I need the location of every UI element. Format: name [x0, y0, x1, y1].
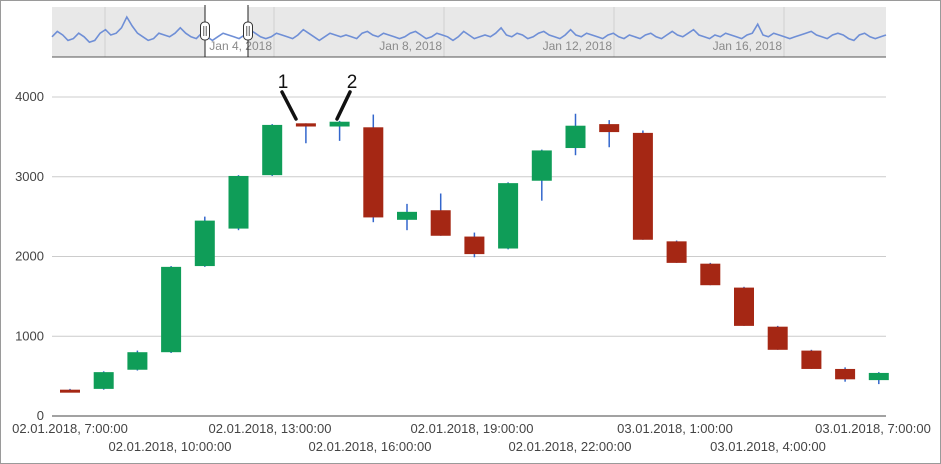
- candle: [801, 349, 822, 369]
- range-handle-left[interactable]: [200, 5, 210, 57]
- y-tick-label: 3000: [15, 169, 44, 184]
- candle-body-down: [835, 368, 856, 380]
- candle: [767, 325, 788, 350]
- annotation-pointer: [335, 90, 352, 121]
- x-tick-label: 02.01.2018, 13:00:00: [209, 421, 332, 436]
- candle-body-up: [498, 183, 519, 249]
- candle: [329, 120, 350, 141]
- x-tick-label: 02.01.2018, 22:00:00: [509, 439, 632, 454]
- candle: [734, 286, 754, 326]
- candle-body-down: [430, 210, 451, 236]
- candle: [599, 120, 620, 148]
- grid: [52, 96, 886, 337]
- candle-body-down: [60, 389, 80, 393]
- candle: [127, 350, 148, 371]
- annotation-2: 2: [335, 72, 358, 121]
- x-tick-label: 02.01.2018, 10:00:00: [109, 439, 232, 454]
- candle-body-down: [363, 127, 384, 218]
- range-handle-grip[interactable]: [200, 21, 210, 41]
- x-tick-label: 03.01.2018, 7:00:00: [815, 421, 931, 436]
- candle-body-up: [228, 175, 249, 229]
- candle: [666, 240, 687, 263]
- candle-body-down: [599, 124, 620, 133]
- candle-body-up: [127, 352, 148, 370]
- x-tick-label: 02.01.2018, 7:00:00: [12, 421, 128, 436]
- x-tick-label: 02.01.2018, 16:00:00: [309, 439, 432, 454]
- candle-body-up: [565, 125, 586, 149]
- candle: [295, 123, 316, 144]
- range-handle-grip[interactable]: [243, 21, 253, 41]
- candle-body-down: [464, 236, 485, 255]
- range-selector-background: [52, 7, 886, 57]
- candle-body-up: [329, 121, 350, 127]
- candle: [363, 114, 384, 223]
- annotation-label: 1: [278, 72, 289, 93]
- candle-body-up: [93, 372, 114, 389]
- candle: [161, 266, 182, 353]
- candle-body-up: [397, 211, 417, 220]
- y-tick-label: 0: [37, 408, 44, 423]
- candle: [531, 149, 552, 201]
- y-tick-label: 2000: [15, 249, 44, 264]
- y-tick-label: 4000: [15, 89, 44, 104]
- candle: [700, 262, 721, 286]
- candle: [262, 124, 283, 176]
- candle-body-up: [868, 372, 889, 381]
- candle-body-down: [666, 241, 687, 263]
- candle-body-down: [700, 263, 721, 286]
- range-selector-tick-label: Jan 8, 2018: [379, 39, 442, 53]
- y-tick-label: 1000: [15, 328, 44, 343]
- candle-body-down: [295, 123, 316, 127]
- candle-body-up: [161, 266, 182, 353]
- candle: [565, 113, 586, 156]
- range-selector-tick-label: Jan 16, 2018: [713, 39, 783, 53]
- range-selector[interactable]: Jan 4, 2018 Jan 8, 2018 Jan 12, 2018 Jan 16…: [51, 5, 887, 58]
- candle: [868, 372, 889, 385]
- candle: [632, 130, 653, 240]
- candle-body-down: [632, 132, 653, 240]
- annotation-pointer: [280, 90, 298, 121]
- range-selector-tick-label: Jan 12, 2018: [543, 39, 613, 53]
- candles: [60, 113, 889, 393]
- range-handle-right[interactable]: [243, 5, 253, 57]
- annotation-label: 2: [347, 72, 358, 93]
- candle: [397, 203, 417, 231]
- candle: [498, 182, 519, 250]
- candle: [430, 193, 451, 236]
- candle-body-up: [194, 220, 215, 267]
- x-tick-label: 02.01.2018, 19:00:00: [411, 421, 534, 436]
- range-selector-line: [51, 15, 887, 44]
- candle-body-down: [801, 350, 822, 369]
- range-selector-window[interactable]: [205, 7, 248, 57]
- candle-body-up: [531, 150, 552, 181]
- candle: [194, 216, 215, 267]
- x-tick-label: 03.01.2018, 4:00:00: [710, 439, 826, 454]
- axes: 0 1000 2000 3000 4000 02.01.2018, 7:00:00 02.0…: [12, 89, 931, 454]
- candle: [93, 371, 114, 390]
- candle: [835, 367, 856, 382]
- x-tick-label: 03.01.2018, 1:00:00: [617, 421, 733, 436]
- candle-body-down: [767, 326, 788, 350]
- annotation-1: 1: [278, 72, 298, 121]
- candle: [464, 232, 485, 258]
- candle-body-down: [734, 287, 754, 326]
- range-selector-tick-label: Jan 4, 2018: [209, 39, 272, 53]
- candle: [60, 388, 80, 393]
- range-selector-gridlines: [104, 7, 785, 57]
- candle-body-up: [262, 124, 283, 176]
- candle: [228, 175, 249, 231]
